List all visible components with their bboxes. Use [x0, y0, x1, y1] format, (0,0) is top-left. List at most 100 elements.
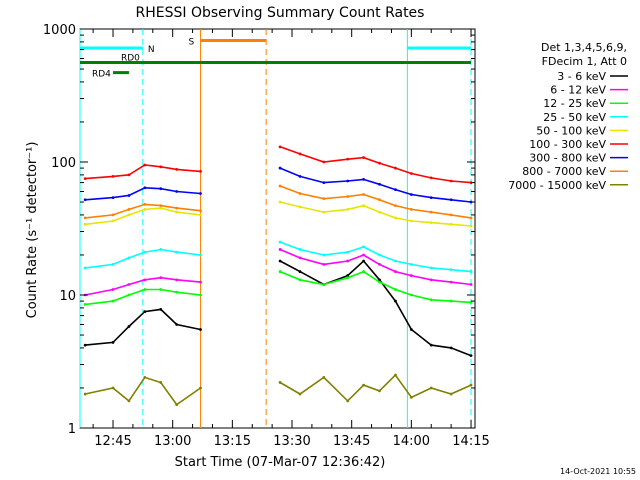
plot-lines — [79, 29, 472, 428]
series-point — [278, 259, 282, 263]
series-point — [469, 354, 473, 358]
series-point — [278, 200, 282, 204]
legend-header-1: Det 1,3,4,5,6,9, — [541, 41, 627, 54]
series-point — [143, 250, 147, 254]
series-point — [394, 188, 397, 192]
series-point — [346, 195, 350, 198]
series-point — [199, 253, 202, 257]
series-point — [278, 240, 282, 244]
series-point — [143, 288, 147, 291]
series-line-3 — [85, 241, 472, 273]
series-point — [322, 210, 326, 214]
series-point — [111, 288, 115, 291]
series-point — [449, 299, 453, 303]
y-tick-label: 10 — [59, 289, 76, 304]
series-point — [83, 343, 87, 347]
y-tick-label: 1 — [68, 422, 76, 437]
x-tick-label: 13:45 — [333, 434, 370, 449]
series-point — [394, 373, 397, 377]
y-axis-label: Count Rate (s⁻¹ detector⁻¹) — [25, 142, 40, 319]
legend-label: 3 - 6 keV — [557, 70, 606, 83]
series-point — [175, 167, 179, 171]
series-point — [298, 174, 302, 178]
series-point — [298, 392, 302, 396]
series-point — [175, 323, 179, 326]
series-point — [378, 389, 381, 393]
series-point — [298, 270, 302, 273]
series-point — [378, 253, 381, 257]
series-point — [143, 208, 147, 211]
plot-border — [79, 28, 476, 429]
series-point — [394, 259, 397, 263]
series-point — [143, 278, 147, 282]
series-point — [409, 193, 413, 196]
series-point — [378, 161, 381, 165]
series-point — [111, 213, 115, 217]
series-point — [127, 283, 131, 286]
series-point — [199, 192, 202, 195]
series-point — [409, 293, 413, 297]
series-point — [362, 193, 366, 196]
series-point — [449, 346, 453, 350]
series-point — [449, 213, 453, 217]
series-point — [83, 177, 87, 181]
series-point — [429, 176, 433, 180]
flag-label: N — [148, 45, 155, 55]
series-point — [111, 174, 115, 178]
series-point — [127, 208, 131, 211]
series-point — [346, 250, 350, 254]
series-point — [159, 307, 163, 311]
series-point — [199, 169, 202, 173]
series-point — [322, 283, 326, 286]
series-point — [429, 386, 433, 390]
legend-header-2: FDecim 1, Att 0 — [542, 55, 627, 68]
series-point — [429, 278, 433, 282]
series-point — [199, 280, 202, 284]
series-point — [159, 248, 163, 251]
series-point — [278, 184, 282, 188]
series-point — [298, 248, 302, 251]
series-point — [322, 253, 326, 257]
series-point — [346, 274, 350, 277]
series-point — [346, 208, 350, 211]
series-point — [159, 381, 163, 384]
series-point — [278, 381, 282, 384]
series-point — [111, 341, 115, 344]
series-point — [159, 165, 163, 169]
series-point — [429, 343, 433, 347]
series-point — [346, 179, 350, 183]
series-point — [362, 204, 366, 208]
series-point — [469, 383, 473, 387]
flag-label: S — [189, 37, 195, 47]
series-point — [83, 216, 87, 220]
series-point — [378, 262, 381, 266]
series-point — [298, 192, 302, 195]
series-point — [409, 395, 413, 399]
chart-title: RHESSI Observing Summary Count Rates — [136, 5, 425, 21]
series-point — [449, 222, 453, 226]
series-point — [394, 270, 397, 273]
series-point — [394, 299, 397, 303]
series-point — [429, 266, 433, 270]
series-point — [346, 259, 350, 263]
series-point — [298, 278, 302, 282]
series-point — [278, 166, 282, 170]
series-point — [143, 186, 147, 190]
legend: Det 1,3,4,5,6,9, FDecim 1, Att 0 3 - 6 k… — [508, 41, 628, 192]
series-point — [362, 177, 366, 181]
series-point — [362, 259, 366, 263]
series-point — [143, 202, 147, 206]
series-point — [346, 157, 350, 161]
x-tick-label: 13:30 — [273, 434, 310, 449]
series-point — [394, 216, 397, 220]
flag-label: RD4 — [92, 70, 111, 80]
legend-label: 300 - 800 keV — [529, 152, 606, 165]
series-point — [378, 210, 381, 214]
series-point — [199, 213, 202, 217]
series-point — [159, 288, 163, 291]
series-point — [175, 190, 179, 193]
legend-label: 6 - 12 keV — [550, 84, 606, 97]
series-point — [83, 222, 87, 226]
series-point — [175, 290, 179, 294]
series-point — [175, 210, 179, 214]
